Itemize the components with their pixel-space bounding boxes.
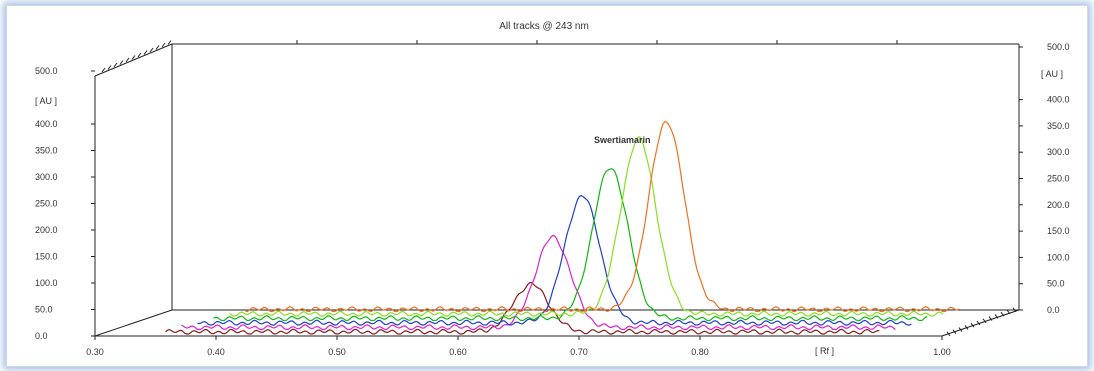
- ticks: [91, 40, 1023, 340]
- depth-tick: [131, 55, 136, 60]
- depth-tick: [167, 40, 172, 45]
- depth-tick: [1000, 311, 1005, 317]
- left-y-tick-label: 100.0: [35, 278, 58, 288]
- left-y-tick-label: 0.0: [35, 331, 48, 341]
- axes: [94, 43, 1020, 337]
- depth-tick: [982, 318, 987, 324]
- track-line: [245, 120, 960, 313]
- left-y-tick-label: 150.0: [35, 252, 58, 262]
- right-y-tick-label: 250.0: [1047, 174, 1070, 184]
- chart-title: All tracks @ 243 nm: [499, 21, 589, 32]
- depth-tick: [143, 50, 148, 55]
- left-y-tick-label: 250.0: [35, 199, 58, 209]
- depth-tick: [952, 329, 957, 335]
- track-line: [213, 168, 928, 322]
- y-axis-label-left: [ AU ]: [35, 96, 57, 106]
- depth-tick: [988, 316, 993, 321]
- right-y-tick-label: 50.0: [1047, 279, 1065, 289]
- x-tick-label: 0.60: [449, 347, 467, 357]
- right-y-tick-label: 0.0: [1047, 305, 1060, 315]
- depth-tick: [161, 42, 166, 48]
- depth-tick: [964, 325, 969, 330]
- depth-tick: [125, 57, 130, 63]
- left-y-tick-label: 300.0: [35, 172, 58, 182]
- x-tick-label: 0.80: [691, 347, 709, 357]
- right-y-tick-label: 150.0: [1047, 226, 1070, 236]
- left-y-tick-label: 50.0: [35, 305, 53, 315]
- track-line: [229, 136, 944, 317]
- x-tick-label: 1.00: [933, 347, 951, 357]
- left-y-tick-label: 400.0: [35, 119, 58, 129]
- x-tick-label: 0.70: [570, 347, 588, 357]
- right-y-tick-label: 400.0: [1047, 95, 1070, 105]
- right-floor-edge: [941, 309, 1020, 337]
- peak-annotation: Swertiamarin: [594, 135, 651, 145]
- depth-tick: [101, 67, 106, 73]
- right-y-tick-label: 200.0: [1047, 200, 1070, 210]
- left-axis-3d: [94, 43, 173, 77]
- left-y-tick-label: 350.0: [35, 146, 58, 156]
- depth-tick: [119, 60, 124, 65]
- x-tick-label: 0.50: [328, 347, 346, 357]
- track-line: [165, 281, 880, 335]
- right-y-tick-label: 100.0: [1047, 252, 1070, 262]
- chromatogram-chart: All tracks @ 243 nm 0.0 50.0 100.0 150.0 200…: [35, 21, 1070, 357]
- depth-tick: [946, 331, 951, 337]
- depth-tick: [155, 45, 160, 50]
- depth-tick: [1012, 307, 1017, 313]
- left-floor-edge: [94, 309, 173, 337]
- track-line: [181, 234, 896, 331]
- tick-labels: 0.0 50.0 100.0 150.0 200.0 250.0 300.0 350.0 400…: [35, 42, 1070, 357]
- left-y-tick-label: 200.0: [35, 225, 58, 235]
- x-axis-label: [ Rf ]: [815, 346, 834, 356]
- y-axis-label-right: [ AU ]: [1041, 69, 1063, 79]
- traces: [165, 120, 960, 335]
- depth-tick: [958, 327, 963, 332]
- x-tick-label: 0.30: [86, 347, 104, 357]
- right-y-tick-label: 350.0: [1047, 121, 1070, 131]
- depth-tick: [976, 320, 981, 326]
- depth-tick: [970, 322, 975, 328]
- depth-tick: [994, 314, 999, 319]
- depth-tick: [137, 52, 142, 58]
- right-y-tick-label: 500.0: [1047, 42, 1070, 52]
- track-line: [197, 195, 912, 326]
- x-tick-label: 0.40: [207, 347, 225, 357]
- left-y-tick-label: 500.0: [35, 66, 58, 76]
- right-y-tick-label: 300.0: [1047, 147, 1070, 157]
- depth-tick: [113, 62, 118, 68]
- depth-tick: [107, 65, 112, 70]
- chart-frame: All tracks @ 243 nm 0.0 50.0 100.0 150.0 200…: [6, 5, 1088, 367]
- depth-tick: [1006, 309, 1011, 315]
- depth-tick: [149, 47, 154, 53]
